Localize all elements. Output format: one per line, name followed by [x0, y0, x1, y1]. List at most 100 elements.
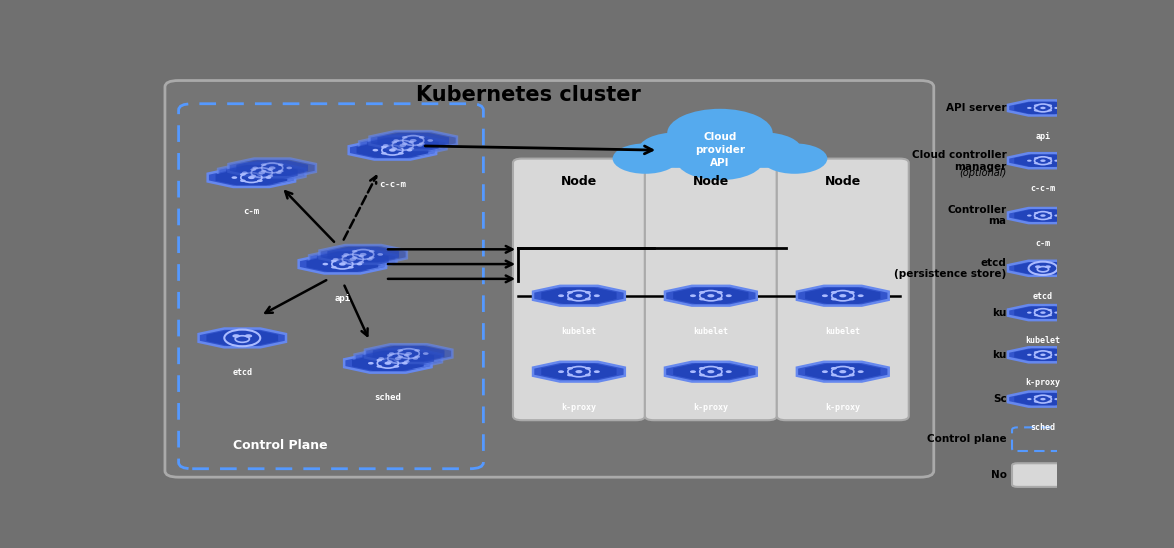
Circle shape [402, 362, 407, 364]
Polygon shape [306, 256, 378, 272]
Circle shape [394, 357, 402, 360]
Circle shape [1047, 157, 1052, 159]
Circle shape [1040, 398, 1046, 401]
Polygon shape [1014, 349, 1072, 361]
Polygon shape [236, 160, 308, 176]
Circle shape [1047, 212, 1052, 214]
Circle shape [252, 167, 258, 169]
Circle shape [239, 173, 245, 176]
Circle shape [1040, 353, 1046, 356]
Circle shape [1027, 107, 1032, 109]
Circle shape [585, 374, 591, 376]
Circle shape [1034, 396, 1039, 398]
Circle shape [567, 298, 573, 300]
Circle shape [405, 352, 412, 355]
Circle shape [585, 298, 591, 300]
Circle shape [333, 258, 338, 261]
Circle shape [567, 291, 573, 294]
Circle shape [831, 291, 837, 294]
Circle shape [342, 261, 348, 264]
Circle shape [402, 142, 407, 145]
Circle shape [1027, 159, 1032, 162]
Circle shape [231, 176, 237, 179]
Polygon shape [344, 354, 432, 373]
Polygon shape [1008, 392, 1078, 407]
Polygon shape [208, 168, 295, 187]
Circle shape [1047, 351, 1052, 353]
Circle shape [402, 136, 407, 139]
Circle shape [699, 291, 704, 294]
Circle shape [387, 360, 392, 363]
Polygon shape [355, 349, 441, 368]
Circle shape [323, 262, 329, 265]
Circle shape [849, 367, 855, 370]
Text: Cloud controller
manager: Cloud controller manager [912, 150, 1006, 172]
Circle shape [242, 172, 248, 174]
Circle shape [699, 367, 704, 370]
Text: k-proxy: k-proxy [1025, 379, 1060, 387]
Circle shape [393, 139, 399, 142]
Circle shape [1054, 107, 1059, 109]
Circle shape [404, 354, 410, 357]
Circle shape [1040, 159, 1046, 162]
Circle shape [1047, 401, 1052, 403]
Circle shape [339, 262, 346, 266]
Circle shape [377, 359, 383, 361]
Circle shape [348, 266, 353, 269]
Circle shape [1034, 356, 1039, 358]
Circle shape [822, 370, 828, 373]
Circle shape [1040, 311, 1046, 314]
Circle shape [1047, 309, 1052, 311]
Polygon shape [1014, 102, 1072, 114]
Circle shape [350, 258, 356, 261]
Text: kubelet: kubelet [1025, 336, 1060, 345]
Circle shape [1034, 309, 1039, 311]
Circle shape [585, 367, 591, 370]
Circle shape [393, 365, 399, 368]
Polygon shape [365, 344, 452, 363]
Text: Controller
ma: Controller ma [947, 205, 1006, 226]
Circle shape [410, 139, 417, 142]
Polygon shape [664, 286, 757, 306]
Polygon shape [1008, 347, 1078, 362]
Circle shape [357, 262, 363, 265]
Circle shape [419, 142, 425, 145]
Text: ku: ku [992, 307, 1006, 318]
Text: c-m: c-m [1035, 239, 1051, 248]
Circle shape [567, 374, 573, 376]
Circle shape [690, 370, 696, 373]
Circle shape [558, 370, 564, 373]
Text: kubelet: kubelet [694, 327, 728, 336]
Circle shape [1054, 354, 1059, 356]
Circle shape [717, 291, 723, 294]
Circle shape [409, 141, 414, 144]
Circle shape [409, 147, 414, 150]
Circle shape [399, 144, 406, 147]
Circle shape [377, 365, 383, 368]
Circle shape [858, 294, 864, 297]
Circle shape [1027, 354, 1032, 356]
Polygon shape [797, 362, 889, 381]
Circle shape [726, 294, 731, 297]
Circle shape [382, 152, 386, 155]
Text: Node: Node [561, 175, 598, 189]
Polygon shape [1008, 100, 1078, 116]
Circle shape [414, 356, 420, 358]
Polygon shape [805, 363, 880, 380]
Text: API server: API server [946, 103, 1006, 113]
Text: Node: Node [693, 175, 729, 189]
Circle shape [1034, 314, 1039, 316]
Circle shape [762, 144, 828, 174]
Circle shape [258, 171, 265, 174]
Circle shape [1047, 356, 1052, 358]
Circle shape [1034, 351, 1039, 353]
Circle shape [1047, 104, 1052, 106]
FancyBboxPatch shape [164, 81, 933, 477]
Polygon shape [363, 351, 434, 366]
Polygon shape [1008, 208, 1078, 223]
Circle shape [667, 109, 772, 158]
Polygon shape [1014, 209, 1072, 222]
Circle shape [278, 163, 284, 166]
Circle shape [1034, 104, 1039, 106]
Circle shape [367, 362, 373, 364]
